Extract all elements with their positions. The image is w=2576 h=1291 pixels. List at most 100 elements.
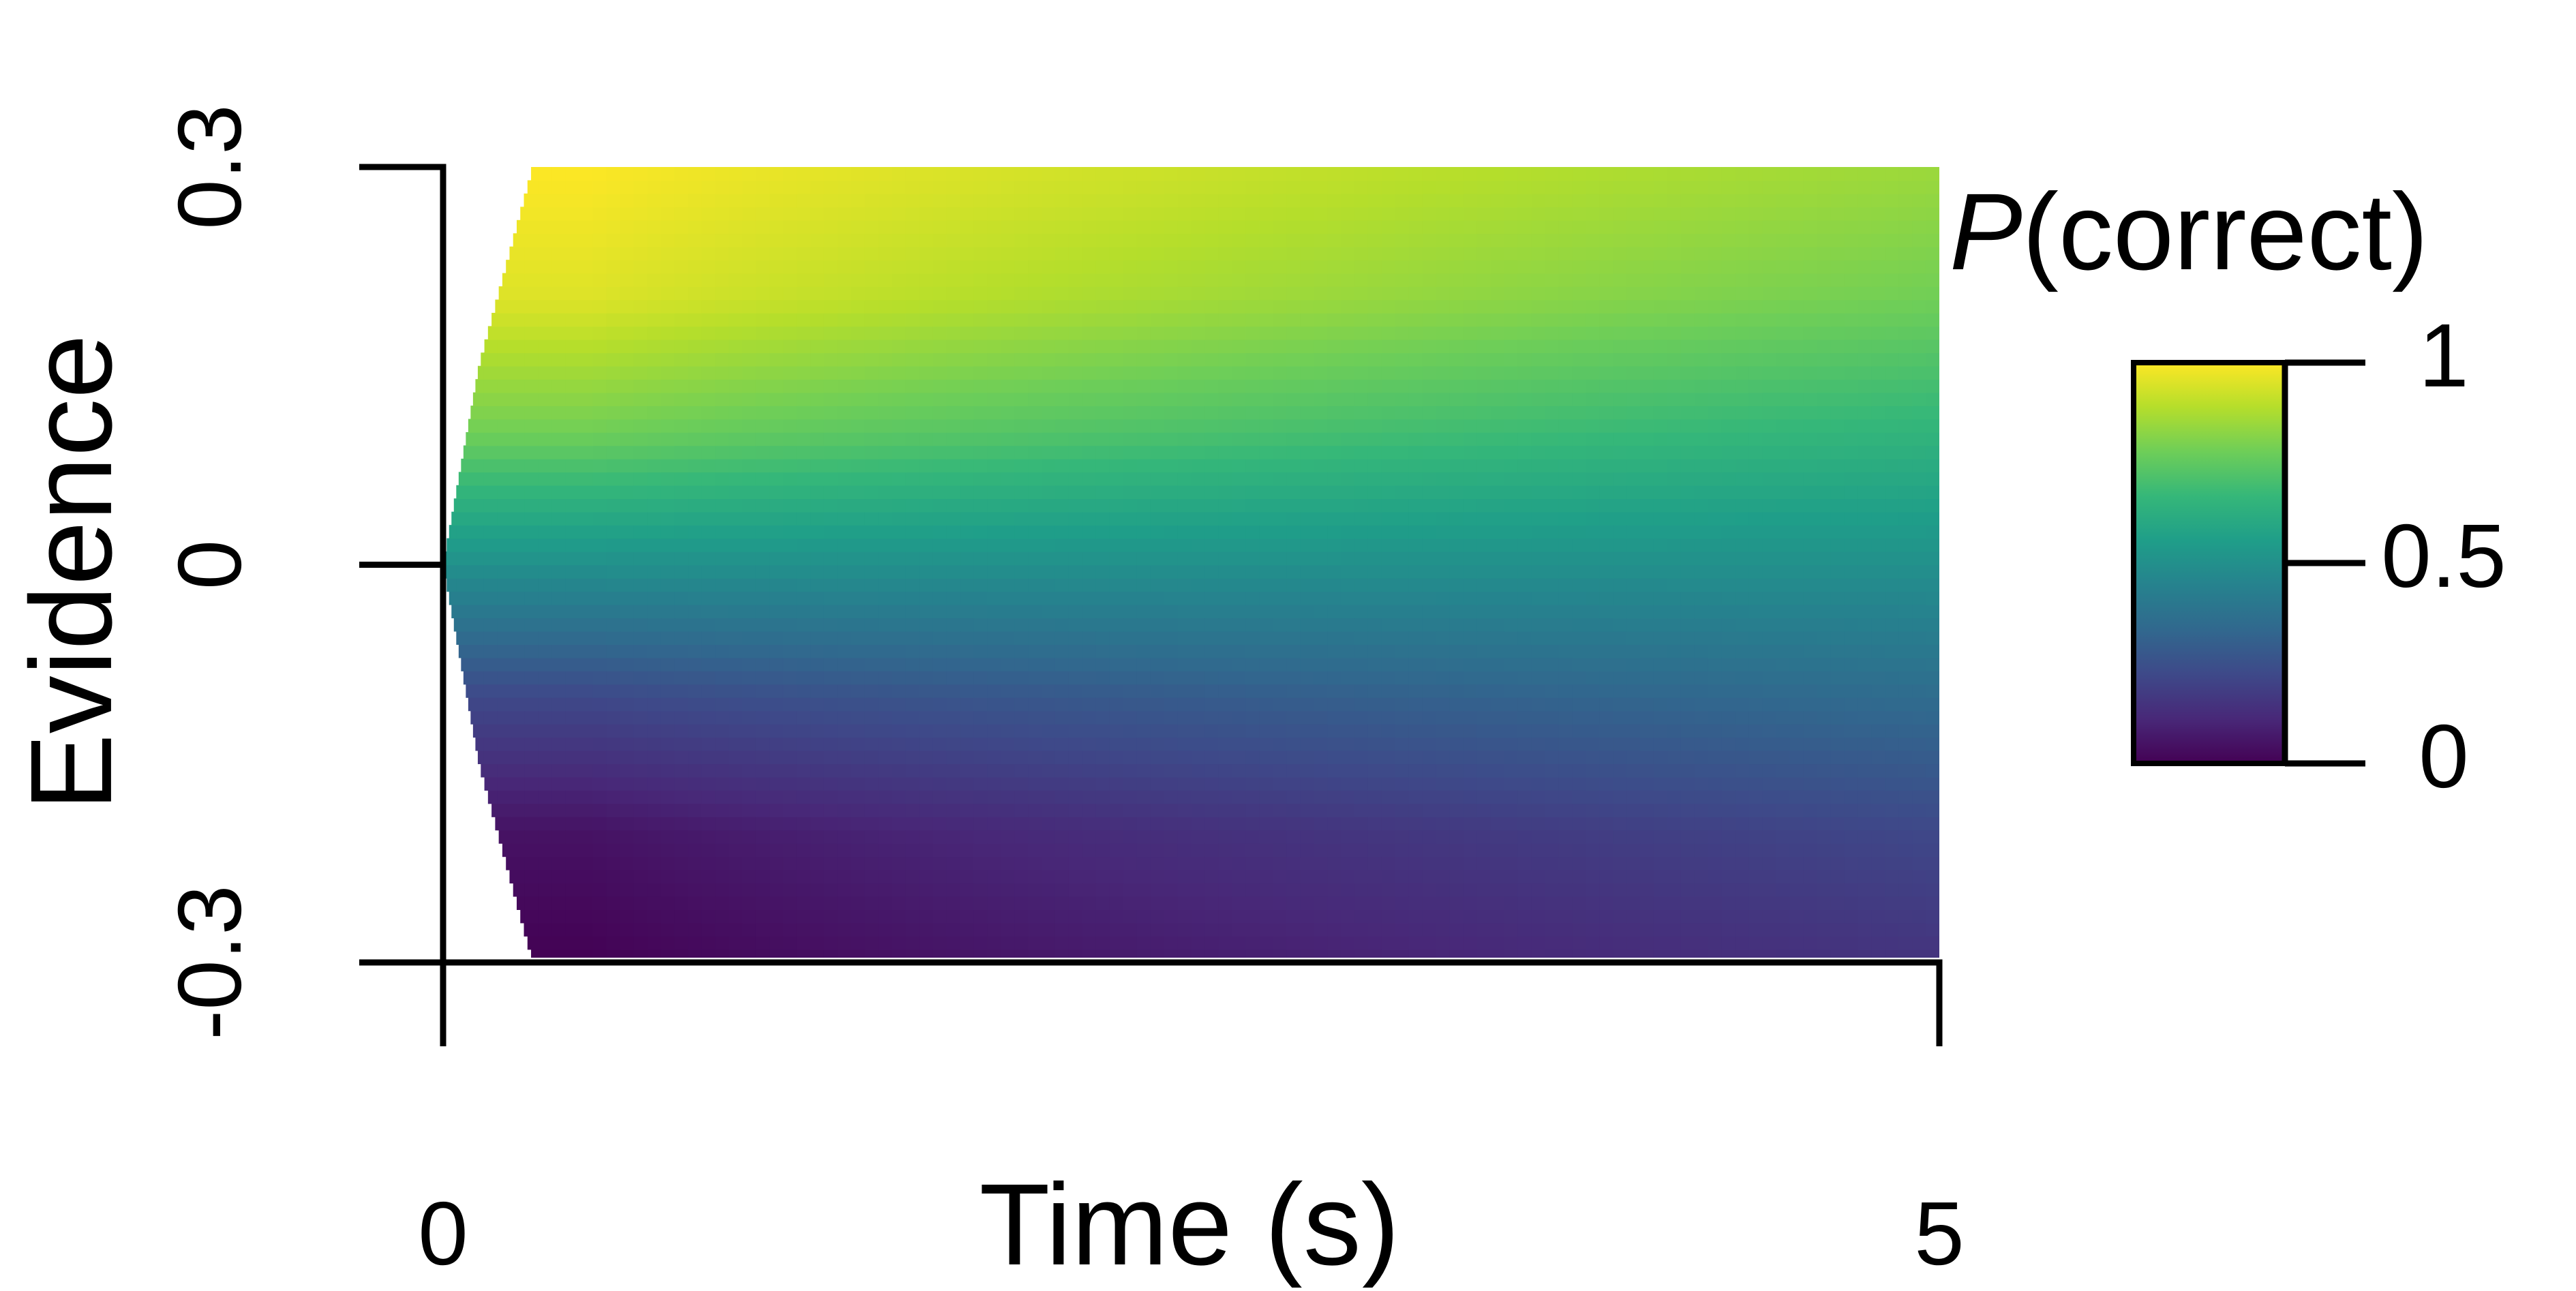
heatmap-cell	[1150, 922, 1165, 937]
heatmap-cell	[1136, 883, 1151, 897]
heatmap-cell	[579, 511, 594, 526]
heatmap-cell	[1218, 737, 1233, 751]
heatmap-cell	[1721, 936, 1736, 950]
heatmap-cell	[1885, 737, 1899, 751]
heatmap-cell	[1694, 498, 1709, 513]
heatmap-cell	[1844, 419, 1859, 433]
heatmap-cell	[633, 392, 648, 406]
heatmap-cell	[973, 949, 988, 958]
heatmap-cell	[1123, 406, 1138, 420]
heatmap-cell	[1014, 803, 1029, 817]
heatmap-cell	[1748, 697, 1763, 712]
heatmap-cell	[946, 883, 961, 897]
heatmap-cell	[1204, 618, 1219, 632]
heatmap-cell	[483, 419, 498, 433]
heatmap-cell	[783, 419, 798, 433]
heatmap-cell	[1082, 472, 1097, 486]
heatmap-cell	[1136, 710, 1151, 725]
heatmap-cell	[674, 763, 688, 778]
heatmap-cell	[864, 842, 879, 857]
heatmap-cell	[987, 445, 1001, 459]
heatmap-cell	[483, 432, 498, 446]
heatmap-cell	[1885, 750, 1899, 765]
heatmap-cell	[1463, 896, 1478, 910]
heatmap-cell	[1109, 631, 1124, 645]
heatmap-cell	[538, 432, 553, 446]
heatmap-cell	[1164, 618, 1179, 632]
heatmap-cell	[1286, 842, 1301, 857]
heatmap-cell	[1367, 883, 1382, 897]
heatmap-cell	[565, 406, 580, 420]
heatmap-cell	[1926, 896, 1939, 910]
heatmap-cell	[551, 392, 566, 406]
heatmap-cell	[1871, 379, 1885, 393]
heatmap-cell	[551, 723, 566, 738]
heatmap-cell	[783, 485, 798, 500]
heatmap-cell	[1803, 684, 1818, 698]
heatmap-cell	[1395, 710, 1410, 725]
heatmap-cell	[1762, 936, 1777, 950]
heatmap-cell	[1776, 856, 1791, 870]
heatmap-cell	[1042, 406, 1056, 420]
heatmap-cell	[1885, 591, 1899, 605]
heatmap-cell	[1286, 896, 1301, 910]
heatmap-cell	[1885, 365, 1899, 380]
heatmap-cell	[1558, 392, 1573, 406]
heatmap-cell	[1381, 896, 1396, 910]
heatmap-cell	[633, 458, 648, 473]
heatmap-cell	[483, 697, 498, 712]
heatmap-cell	[851, 551, 866, 566]
heatmap-cell	[1762, 445, 1777, 459]
heatmap-cell	[1885, 485, 1899, 500]
heatmap-cell	[1218, 604, 1233, 619]
heatmap-cell	[1164, 723, 1179, 738]
heatmap-cell	[1109, 511, 1124, 526]
heatmap-cell	[1095, 445, 1110, 459]
heatmap-cell	[1586, 432, 1600, 446]
heatmap-cell	[973, 776, 988, 791]
heatmap-cell	[1871, 485, 1885, 500]
heatmap-cell	[620, 896, 635, 910]
heatmap-cell	[661, 936, 676, 950]
heatmap-cell	[1327, 817, 1342, 831]
heatmap-cell	[796, 379, 811, 393]
heatmap-cell	[1898, 551, 1913, 566]
heatmap-cell	[796, 352, 811, 367]
heatmap-cell	[1042, 365, 1056, 380]
heatmap-cell	[1885, 817, 1899, 831]
heatmap-cell	[1653, 723, 1668, 738]
heatmap-cell	[905, 365, 920, 380]
heatmap-cell	[1408, 485, 1423, 500]
heatmap-cell	[1748, 790, 1763, 804]
heatmap-cell	[592, 856, 607, 870]
heatmap-cell	[1436, 883, 1451, 897]
heatmap-cell	[1844, 591, 1859, 605]
heatmap-cell	[1871, 803, 1885, 817]
heatmap-cell	[1055, 803, 1070, 817]
heatmap-cell	[1803, 445, 1818, 459]
heatmap-cell	[1164, 392, 1179, 406]
heatmap-cell	[1789, 842, 1804, 857]
heatmap-cell	[1762, 790, 1777, 804]
heatmap-cell	[1042, 896, 1056, 910]
heatmap-cell	[620, 710, 635, 725]
heatmap-cell	[1082, 750, 1097, 765]
heatmap-cell	[1109, 472, 1124, 486]
heatmap-cell	[592, 830, 607, 844]
heatmap-cell	[973, 710, 988, 725]
heatmap-cell	[1191, 498, 1206, 513]
heatmap-cell	[1395, 498, 1410, 513]
heatmap-cell	[483, 525, 498, 539]
heatmap-cell	[1422, 842, 1437, 857]
heatmap-cell	[1449, 485, 1464, 500]
heatmap-cell	[1490, 737, 1505, 751]
heatmap-cell	[688, 697, 702, 712]
heatmap-cell	[1830, 445, 1845, 459]
heatmap-cell	[688, 842, 702, 857]
heatmap-cell	[1830, 551, 1845, 566]
heatmap-cell	[498, 830, 512, 844]
heatmap-cell	[1055, 564, 1070, 579]
heatmap-cell	[946, 392, 961, 406]
heatmap-cell	[1014, 551, 1029, 566]
heatmap-cell	[1463, 949, 1478, 958]
